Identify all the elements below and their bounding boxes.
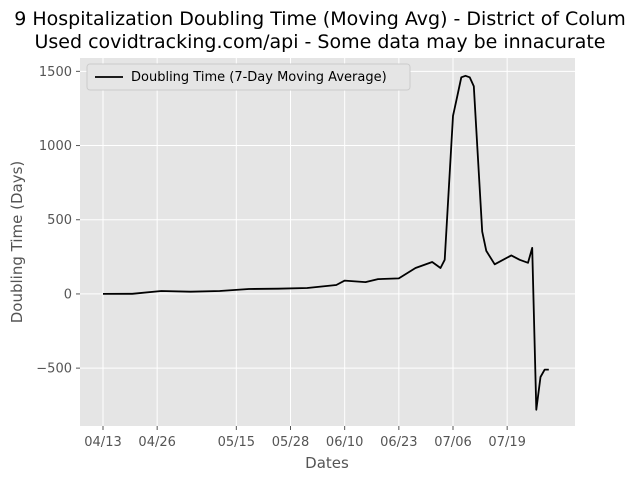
chart-title-line-1: 9 Hospitalization Doubling Time (Moving … xyxy=(14,8,626,30)
legend-label: Doubling Time (7-Day Moving Average) xyxy=(131,70,387,85)
y-tick-label: 1500 xyxy=(39,65,72,80)
x-tick-label: 05/28 xyxy=(272,435,309,450)
y-tick-label: 500 xyxy=(47,213,72,228)
chart-title-line-2: Used covidtracking.com/api - Some data m… xyxy=(34,31,606,53)
x-tick-label: 06/10 xyxy=(326,435,363,450)
y-tick-label: 0 xyxy=(64,287,72,302)
x-tick-label: 07/06 xyxy=(434,435,471,450)
legend-box xyxy=(86,63,411,91)
x-axis-label: Dates xyxy=(305,454,349,472)
gridlines xyxy=(80,58,575,426)
legend: Doubling Time (7-Day Moving Average) xyxy=(86,63,411,91)
y-axis-ticks: −500 0 500 1000 1500 xyxy=(36,65,80,377)
y-axis-label: Doubling Time (Days) xyxy=(8,161,26,324)
x-tick-label: 04/13 xyxy=(84,435,121,450)
y-tick-label: −500 xyxy=(36,362,72,377)
x-tick-label: 07/19 xyxy=(488,435,525,450)
x-axis-ticks: 04/13 04/26 05/15 05/28 06/10 06/23 07/06 07/19 xyxy=(84,426,526,450)
x-tick-label: 06/23 xyxy=(380,435,417,450)
plot-area xyxy=(80,58,575,426)
y-tick-label: 1000 xyxy=(39,139,72,154)
series-line xyxy=(102,74,549,411)
x-tick-label: 05/15 xyxy=(218,435,255,450)
x-tick-label: 04/26 xyxy=(138,435,175,450)
